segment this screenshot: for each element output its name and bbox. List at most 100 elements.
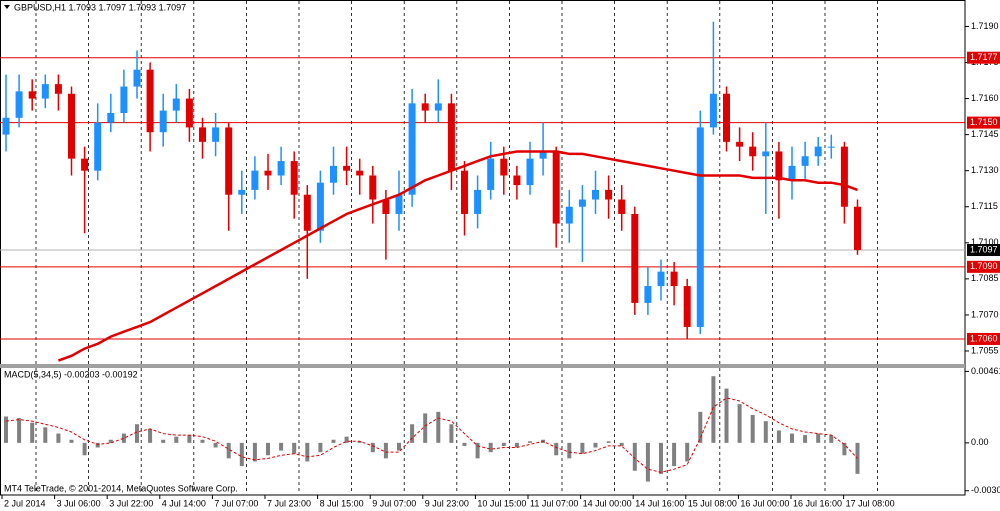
candle-body [670, 271, 678, 287]
candle-body [487, 158, 495, 190]
candle-body [408, 103, 416, 195]
y2-tick-label: 0.00461 [971, 366, 1000, 376]
candle-body [172, 98, 180, 111]
x-tick-label: 7 Jul 23:00 [267, 498, 311, 508]
candle-body [212, 127, 220, 142]
x-tick-label: 2 Jul 2014 [4, 498, 46, 508]
candle-body [618, 199, 626, 214]
macd-bar [449, 424, 454, 443]
footer: MT4 TeleTrade, © 2001-2014, MetaQuotes S… [4, 483, 238, 493]
candle-body [68, 93, 75, 159]
candle-body [290, 161, 298, 195]
frame [0, 0, 966, 496]
macd-bar [95, 442, 100, 448]
macd-bar [763, 421, 768, 443]
macd-bar [357, 441, 362, 443]
candle-body [303, 194, 311, 231]
macd-bar [161, 439, 166, 443]
candle-body [330, 165, 337, 183]
macd-bar [750, 414, 755, 443]
x-tick-label: 9 Jul 23:00 [425, 498, 469, 508]
candle-body [539, 151, 547, 159]
macd-bar [776, 430, 781, 443]
candle-body [827, 146, 835, 148]
candle-body [54, 84, 62, 94]
candle-body [657, 271, 665, 287]
x-tick-label: 3 Jul 06:00 [57, 498, 101, 508]
macd-bar [226, 442, 231, 459]
macd-bar [462, 442, 467, 446]
macd-bar [135, 424, 139, 443]
macd-bar [567, 442, 572, 459]
x-tick-label: 17 Jul 08:00 [846, 498, 895, 508]
macd-bar [17, 418, 22, 443]
x-tick-label: 11 Jul 07:00 [530, 498, 578, 508]
y-tick-label: 1.7055 [971, 345, 999, 355]
candle-body [251, 170, 259, 190]
macd-title: MACD(5,34,5) -0.00203 -0.00192 [4, 369, 138, 379]
x-tick-label: 14 Jul 16:00 [635, 498, 684, 508]
macd-bar [174, 436, 179, 443]
macd-bar [383, 442, 388, 459]
candle-body [382, 199, 390, 214]
candle-body [513, 175, 521, 186]
y-tick-label: 1.7130 [971, 165, 999, 175]
level-label-bg [967, 260, 1000, 273]
candle-body [578, 199, 586, 207]
candle-body [696, 127, 704, 327]
chart-title: GBPUSD,H1 1.7093 1.7097 1.7093 1.7097 [14, 2, 186, 12]
y-tick-label: 1.7100 [971, 237, 999, 247]
macd-bar [632, 442, 637, 471]
candle-body [447, 103, 455, 171]
macd-bar [30, 422, 35, 443]
candle-body [461, 170, 468, 214]
macd-bar [82, 442, 87, 456]
candle-body [133, 69, 141, 87]
macd-bar [108, 439, 113, 443]
macd-bar [829, 435, 834, 443]
macd-bar [488, 442, 493, 453]
macd-bar [213, 442, 218, 448]
macd-bar [842, 442, 847, 456]
y-tick-label: 1.7190 [971, 21, 999, 31]
moving-average [57, 150, 858, 362]
candle-body [736, 141, 744, 147]
macd-bar [4, 416, 8, 443]
macd-bar [200, 439, 205, 443]
candle-body [605, 189, 613, 200]
candle-body [238, 189, 246, 195]
candle-body [631, 213, 639, 303]
candle-body [120, 86, 128, 113]
macd-bar [239, 442, 244, 467]
macd-bar [698, 411, 703, 443]
macd-bar [514, 442, 519, 448]
level-label-bg [967, 332, 1000, 345]
level-label: 1.7150 [970, 117, 998, 127]
candle-body [15, 91, 23, 118]
candle-body [565, 206, 573, 224]
candle-body [369, 175, 377, 200]
level-label-bg [967, 51, 1000, 64]
x-tick-label: 3 Jul 22:00 [109, 498, 153, 508]
macd-bar [619, 442, 624, 446]
candle-body [749, 146, 757, 157]
macd-bar [318, 442, 323, 453]
macd-bar [410, 424, 415, 443]
candle-body [434, 103, 442, 111]
macd-bar [554, 442, 559, 456]
candle-body [552, 151, 560, 224]
candle-body [94, 122, 102, 171]
macd-bar [266, 442, 270, 456]
separator [0, 364, 965, 368]
x-tick-label: 7 Jul 07:00 [214, 498, 258, 508]
macd-bar [606, 441, 611, 443]
candle-body [356, 170, 364, 176]
candle-body [775, 151, 783, 181]
candle-body [592, 189, 599, 200]
macd-bar [344, 436, 349, 443]
x-tick-label: 10 Jul 15:00 [477, 498, 526, 508]
macd-bar [593, 442, 598, 448]
